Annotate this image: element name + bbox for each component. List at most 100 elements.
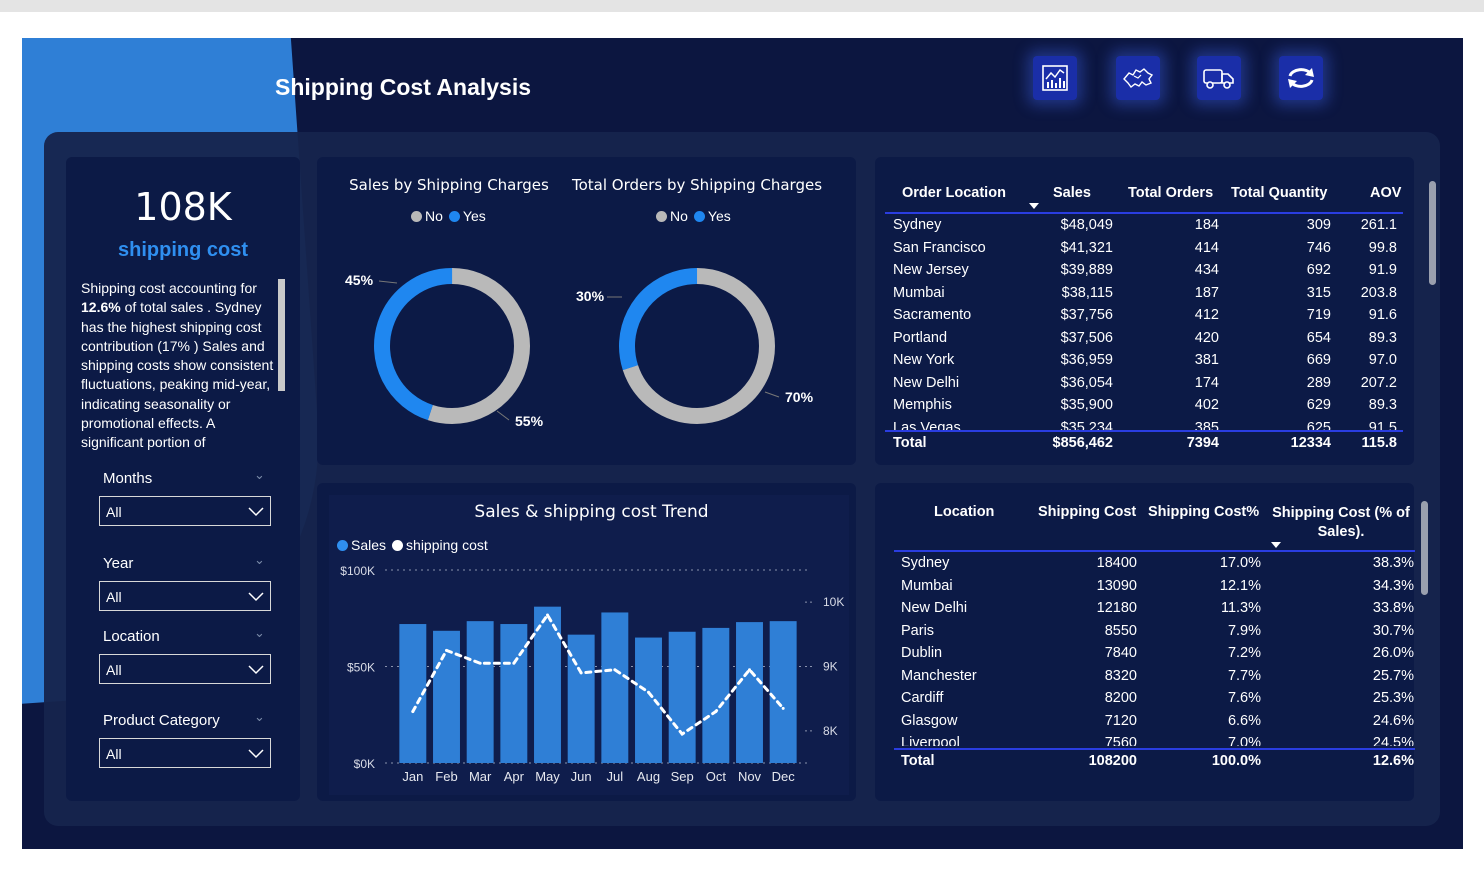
shipping-cost-point[interactable] <box>714 710 718 714</box>
shipping-cost-point[interactable] <box>647 690 650 694</box>
shipping-cost-point[interactable] <box>613 668 617 672</box>
table-row[interactable]: Mumbai $38,115 187 315 203.8 <box>875 285 1414 308</box>
sales-yes-label: 45% <box>345 272 374 288</box>
col-header-sales[interactable]: Sales <box>1053 185 1091 201</box>
total-cell: 7394 <box>1186 435 1219 451</box>
col-header-shipping-cost-pct[interactable]: Shipping Cost% <box>1148 504 1260 520</box>
x-tick-label: Nov <box>738 769 762 784</box>
sales-yes-slice[interactable] <box>364 258 540 434</box>
shipping-cost-point[interactable] <box>411 710 415 714</box>
shipping-cost-point[interactable] <box>781 706 785 710</box>
sort-desc-icon[interactable] <box>1029 203 1039 209</box>
shipping-cost-point[interactable] <box>579 671 583 675</box>
chevron-down-icon[interactable]: ⌄ <box>254 626 265 641</box>
sales-bar[interactable] <box>466 621 494 763</box>
table-cell: 261.1 <box>1360 217 1397 233</box>
table-row[interactable]: New Delhi 12180 11.3% 33.8% <box>875 600 1414 623</box>
table-row[interactable]: Liverpool 7560 7.0% 24.5% <box>875 735 1414 746</box>
table-row[interactable]: New Jersey $39,889 434 692 91.9 <box>875 262 1414 285</box>
col-header-location[interactable]: Location <box>934 504 995 520</box>
months-dropdown[interactable]: All <box>99 496 271 526</box>
table1-scrollbar[interactable] <box>1429 181 1436 285</box>
table-cell: 746 <box>1306 239 1331 256</box>
total-cell: 100.0% <box>1211 753 1261 769</box>
chevron-down-icon <box>248 665 264 675</box>
table-cell: Mumbai <box>893 284 945 301</box>
sales-bar[interactable] <box>668 631 696 763</box>
table-cell: Liverpool <box>901 735 960 746</box>
table-row[interactable]: Portland $37,506 420 654 89.3 <box>875 330 1414 353</box>
table-row[interactable]: Paris 8550 7.9% 30.7% <box>875 623 1414 646</box>
table-cell: $35,900 <box>1060 397 1113 413</box>
sort-desc-icon[interactable] <box>1271 542 1281 548</box>
sales-bar[interactable] <box>736 622 763 763</box>
col-header-total-orders[interactable]: Total Orders <box>1128 185 1214 201</box>
table-cell: 203.8 <box>1360 284 1397 301</box>
legend-no-label: No <box>670 208 688 224</box>
chevron-down-icon[interactable]: ⌄ <box>254 553 265 568</box>
kpi-description[interactable]: Shipping cost accounting for 12.6% of to… <box>81 279 278 455</box>
chart-nav-button[interactable] <box>1033 56 1077 100</box>
orders-yes-slice[interactable] <box>609 258 785 434</box>
col-header-total-quantity[interactable]: Total Quantity <box>1231 185 1328 201</box>
table-row[interactable]: New York $36,959 381 669 97.0 <box>875 352 1414 375</box>
table-row[interactable]: Manchester 8320 7.7% 25.7% <box>875 668 1414 691</box>
col-header-shipping-cost[interactable]: Shipping Cost <box>1038 504 1137 520</box>
map-nav-button[interactable] <box>1116 56 1160 100</box>
col-header-aov[interactable]: AOV <box>1370 185 1402 201</box>
table-row[interactable]: Cardiff 8200 7.6% 25.3% <box>875 690 1414 713</box>
shipping-cost-line[interactable] <box>411 612 785 737</box>
sales-bar[interactable] <box>534 606 561 763</box>
shipping-cost-point[interactable] <box>512 661 516 665</box>
description-scrollbar[interactable] <box>278 279 285 391</box>
col-header-order-location[interactable]: Order Location <box>902 185 1006 201</box>
table-row[interactable]: Sacramento $37,756 412 719 91.6 <box>875 307 1414 330</box>
col-header-shipping-cost-of-sales[interactable]: Shipping Cost (% of Sales). <box>1272 505 1410 540</box>
table-row[interactable]: Sydney $48,049 184 309 261.1 <box>875 217 1414 240</box>
table2-scrollbar[interactable] <box>1421 501 1428 595</box>
sales-bar[interactable] <box>769 621 797 763</box>
table-cell: 34.3% <box>1372 577 1414 594</box>
table-row[interactable]: Mumbai 13090 12.1% 34.3% <box>875 578 1414 601</box>
chevron-down-icon[interactable]: ⌄ <box>254 710 265 725</box>
table-cell: San Francisco <box>893 239 986 256</box>
shipping-cost-point[interactable] <box>748 668 751 672</box>
table-cell: 412 <box>1194 307 1219 323</box>
y-right-tick-label: 8K <box>823 724 838 738</box>
table-row[interactable]: New Delhi $36,054 174 289 207.2 <box>875 375 1414 398</box>
delivery-nav-button[interactable] <box>1197 56 1241 100</box>
description-highlight: 12.6% <box>81 299 121 316</box>
table-row[interactable]: Glasgow 7120 6.6% 24.6% <box>875 713 1414 736</box>
year-dropdown[interactable]: All <box>99 581 271 611</box>
table-row[interactable]: Sydney 18400 17.0% 38.3% <box>875 555 1414 578</box>
table-row[interactable]: Memphis $35,900 402 629 89.3 <box>875 397 1414 420</box>
x-tick-label: Apr <box>504 769 525 784</box>
sales-bar[interactable] <box>635 637 662 763</box>
table-row[interactable]: Dublin 7840 7.2% 26.0% <box>875 645 1414 668</box>
shipping-cost-point[interactable] <box>445 648 448 652</box>
shipping-cost-point[interactable] <box>478 661 482 665</box>
sales-no-label: 55% <box>515 413 544 429</box>
location-dropdown[interactable]: All <box>99 654 271 684</box>
slicer-label-months: Months <box>103 470 153 487</box>
table-cell: 187 <box>1194 284 1219 301</box>
chevron-down-icon[interactable]: ⌄ <box>254 468 265 483</box>
table-cell: $38,115 <box>1061 284 1113 301</box>
header-divider <box>885 212 1403 214</box>
table-row[interactable]: San Francisco $41,321 414 746 99.8 <box>875 240 1414 263</box>
sales-bar[interactable] <box>500 624 528 763</box>
sales-bar[interactable] <box>601 612 629 763</box>
shipping-cost-point[interactable] <box>546 613 549 617</box>
table-cell: 207.2 <box>1360 374 1397 391</box>
table-cell: 174 <box>1194 374 1219 391</box>
sales-bar[interactable] <box>702 627 730 763</box>
table-cell: 315 <box>1306 284 1331 301</box>
table-cell: 17.0% <box>1219 555 1261 571</box>
table-row[interactable]: Las Vegas $35,234 385 625 91.5 <box>875 420 1414 431</box>
total-cell: 108200 <box>1088 753 1137 769</box>
table-cell: 18400 <box>1096 555 1137 571</box>
product-category-dropdown[interactable]: All <box>99 738 271 768</box>
refresh-nav-button[interactable] <box>1279 56 1323 100</box>
table-cell: 6.6% <box>1227 712 1261 729</box>
shipping-cost-point[interactable] <box>680 732 684 736</box>
